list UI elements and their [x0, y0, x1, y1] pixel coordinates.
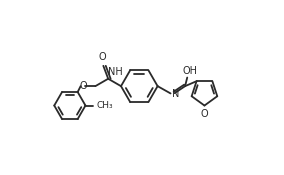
- Text: NH: NH: [108, 66, 123, 76]
- Text: OH: OH: [182, 66, 197, 76]
- Text: O: O: [201, 109, 208, 119]
- Text: CH₃: CH₃: [97, 101, 113, 110]
- Text: N: N: [172, 89, 179, 99]
- Text: O: O: [80, 81, 87, 91]
- Text: O: O: [99, 52, 106, 62]
